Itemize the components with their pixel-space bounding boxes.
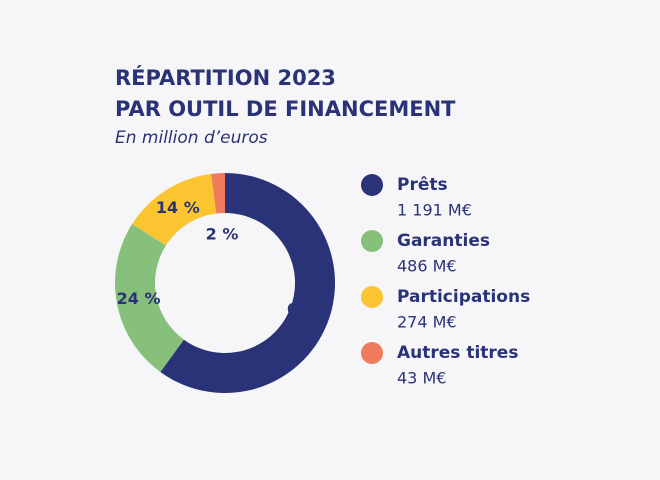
pie-slice (114, 224, 184, 372)
pie-slice (211, 173, 225, 214)
legend-swatch (361, 174, 383, 196)
legend-amount: 486 M€ (397, 257, 457, 276)
slice-label: 60 % (287, 300, 331, 319)
legend-label: Autres titres (397, 343, 518, 363)
chart-title: PAR OUTIL DE FINANCEMENT (115, 97, 456, 121)
legend-swatch (361, 342, 383, 364)
legend-label: Participations (397, 287, 530, 307)
legend-amount: 1 191 M€ (397, 201, 472, 220)
legend-amount: 274 M€ (397, 313, 457, 332)
slice-label: 24 % (117, 289, 161, 308)
legend-label: Prêts (397, 175, 448, 195)
chart-subtitle: En million d’euros (115, 128, 268, 148)
legend-amount: 43 M€ (397, 369, 446, 388)
legend-label: Garanties (397, 231, 490, 251)
legend-swatch (361, 230, 383, 252)
slice-label: 2 % (206, 225, 239, 244)
pie-slice (160, 173, 335, 393)
slice-label: 14 % (156, 198, 200, 217)
legend-swatch (361, 286, 383, 308)
chart-title: RÉPARTITION 2023 (115, 65, 336, 90)
pie-slice (132, 173, 217, 246)
